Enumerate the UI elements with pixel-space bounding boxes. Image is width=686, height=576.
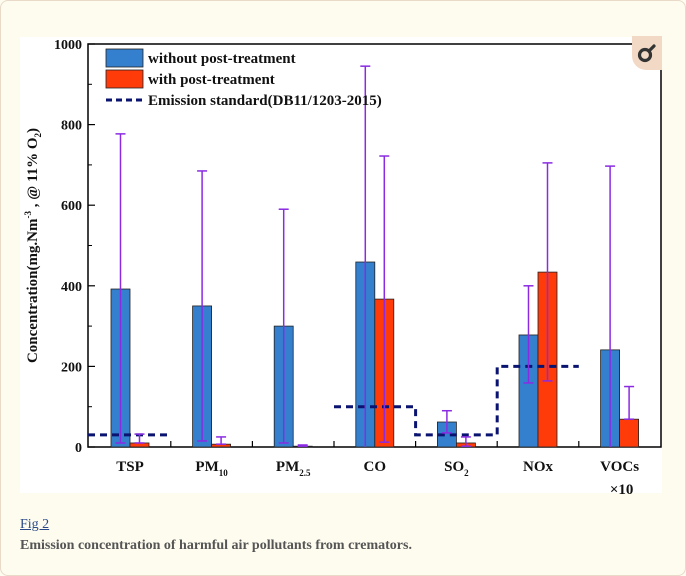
y-tick-label: 1000 <box>54 38 82 53</box>
zoom-button[interactable] <box>632 36 662 70</box>
x-tick-label: PM2.5 <box>276 459 311 478</box>
y-tick-label: 600 <box>61 199 82 214</box>
bar-chart: 0 200 400 600 800 1000 TSP PM10 PM2.5 CO SO2 NOx VOC… <box>23 38 662 498</box>
y-tick-label: 400 <box>61 280 82 295</box>
x-tick-label: CO <box>364 459 387 475</box>
figure-caption: Emission concentration of harmful air po… <box>20 538 412 553</box>
legend-swatch <box>105 48 144 68</box>
emission-standard-line <box>88 364 579 437</box>
legend-swatch <box>105 69 144 89</box>
y-tick-label: 200 <box>61 360 82 375</box>
x-tick-label: NOx <box>523 459 554 475</box>
x-tick-label: VOCs <box>600 459 639 475</box>
y-tick-label: 0 <box>75 441 82 456</box>
legend-label: without post-treatment <box>148 51 296 67</box>
bar-with-post-treatment <box>619 418 639 448</box>
x-tick-label: TSP <box>116 459 144 475</box>
y-axis-label: Concentration(mg.Nm-3 , @ 11% O2) <box>23 128 43 363</box>
magnify-icon <box>637 44 656 63</box>
x-tick-label: SO2 <box>444 459 469 478</box>
x-tick-label-line2: ×10 <box>610 482 634 498</box>
figure-link[interactable]: Fig 2 <box>20 517 50 532</box>
legend-label: with post-treatment <box>148 72 275 88</box>
legend-label: Emission standard(DB11/1203-2015) <box>148 93 382 109</box>
y-tick-label: 800 <box>61 119 82 134</box>
x-tick-label: PM10 <box>195 459 228 478</box>
